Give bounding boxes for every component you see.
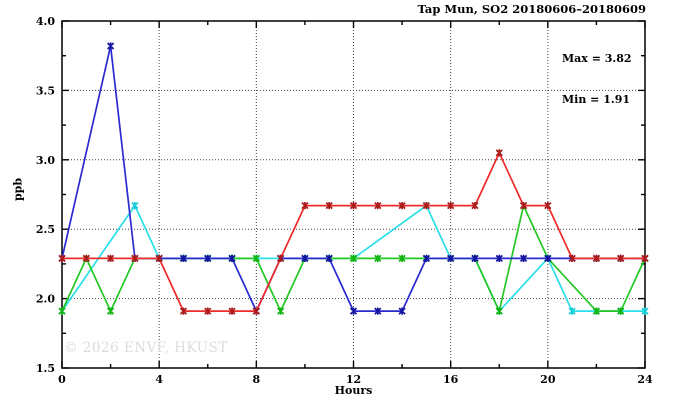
x-axis-label: Hours <box>334 384 373 397</box>
x-tick-label: 12 <box>346 373 361 386</box>
y-axis-label: ppb <box>11 177 25 202</box>
watermark: © 2026 ENVF, HKUST <box>64 340 228 356</box>
chart-title: Tap Mun, SO2 20180606–20180609 <box>417 2 646 16</box>
y-tick-label: 3.0 <box>36 154 55 167</box>
min-label: Min = 1.91 <box>562 92 631 106</box>
max-label: Max = 3.82 <box>562 52 632 65</box>
blue-line <box>61 45 645 312</box>
y-tick-label: 2.0 <box>36 293 55 306</box>
x-tick-label: 8 <box>253 373 261 386</box>
max-min-annotation: Max = 3.82 Min = 1.91 <box>562 25 632 133</box>
y-tick-label: 3.5 <box>36 84 55 97</box>
x-tick-label: 16 <box>443 373 459 386</box>
x-tick-label: 24 <box>637 373 653 386</box>
x-tick-label: 20 <box>540 373 556 386</box>
x-tick-label: 0 <box>58 373 66 386</box>
y-tick-label: 1.5 <box>36 362 55 375</box>
x-tick-label: 4 <box>155 373 163 386</box>
y-tick-label: 4.0 <box>36 15 55 28</box>
y-tick-label: 2.5 <box>36 223 55 236</box>
red-line-markers <box>58 149 649 315</box>
